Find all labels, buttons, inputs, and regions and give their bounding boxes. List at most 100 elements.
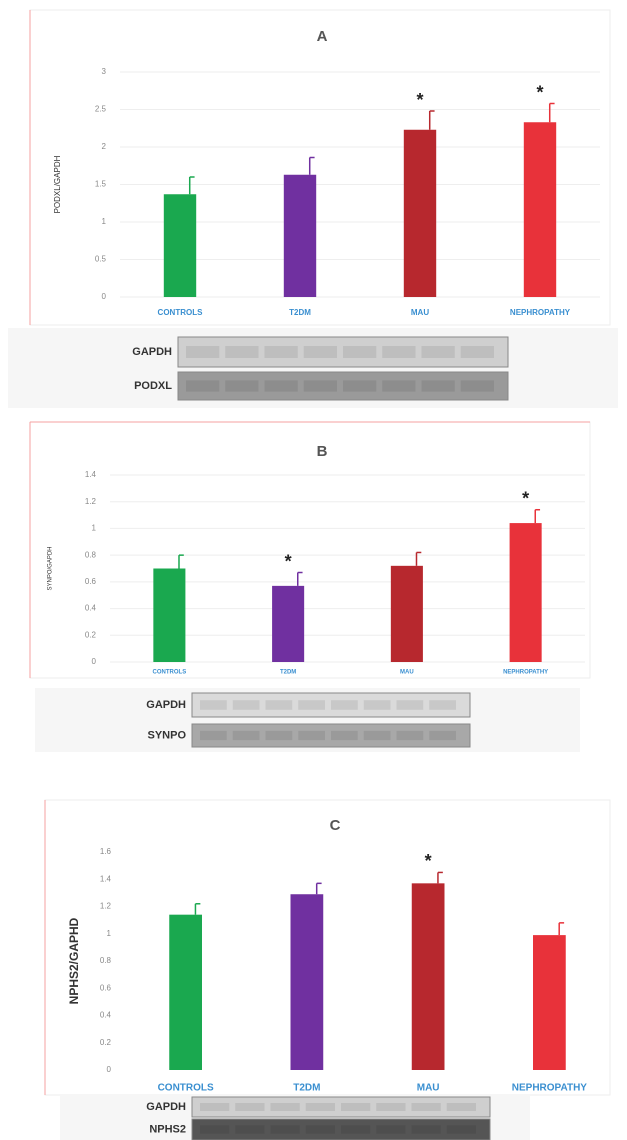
- y-tick-label: 1.2: [100, 902, 112, 911]
- blot-label: GAPDH: [146, 699, 186, 711]
- blot-band: [200, 731, 227, 740]
- significance-mark: *: [285, 551, 292, 571]
- blot-band: [265, 380, 298, 391]
- chart-title: B: [317, 443, 328, 460]
- blot-band: [225, 346, 258, 358]
- blot-band: [186, 380, 219, 391]
- significance-mark: *: [522, 488, 529, 508]
- blot-band: [306, 1125, 335, 1133]
- x-tick-label: MAU: [411, 308, 429, 317]
- significance-mark: *: [416, 90, 423, 110]
- chart-title: A: [317, 28, 328, 45]
- blot-band: [186, 346, 219, 358]
- blot-band: [298, 700, 325, 710]
- blot-band: [304, 346, 337, 358]
- blot-label: NPHS2: [149, 1123, 186, 1135]
- blot-band: [422, 346, 455, 358]
- y-axis-label: NPHS2/GAPHD: [67, 917, 81, 1004]
- blot-band: [447, 1103, 476, 1111]
- blot-label: GAPDH: [146, 1101, 186, 1113]
- blot-band: [397, 700, 424, 710]
- y-tick-label: 0: [102, 292, 107, 301]
- blot-band: [364, 731, 391, 740]
- panel-frame: [30, 422, 590, 678]
- y-tick-label: 2.5: [95, 105, 107, 114]
- y-axis-label: SYNPO/GAPDH: [48, 546, 54, 590]
- y-tick-label: 1: [107, 929, 112, 938]
- y-tick-label: 1: [92, 524, 97, 533]
- x-tick-label: T2DM: [293, 1083, 320, 1094]
- panel-frame: [30, 10, 610, 325]
- bar: [284, 175, 316, 297]
- bar: [291, 894, 324, 1070]
- bar: [169, 915, 202, 1070]
- bar: [404, 130, 436, 297]
- x-tick-label: T2DM: [280, 670, 296, 676]
- blot-band: [461, 346, 494, 358]
- x-tick-label: CONTROLS: [153, 670, 187, 676]
- blot-band: [266, 731, 293, 740]
- y-tick-label: 1.2: [85, 497, 97, 506]
- blot-band: [331, 731, 358, 740]
- blot-band: [233, 700, 260, 710]
- bar: [412, 883, 445, 1070]
- blot-band: [306, 1103, 335, 1111]
- y-tick-label: 0: [92, 657, 97, 666]
- x-tick-label: NEPHROPATHY: [512, 1083, 588, 1094]
- y-tick-label: 0.2: [100, 1038, 112, 1047]
- blot-band: [265, 346, 298, 358]
- blot-band: [235, 1125, 264, 1133]
- x-tick-label: CONTROLS: [158, 308, 204, 317]
- blot-band: [341, 1125, 370, 1133]
- y-tick-label: 0.6: [100, 983, 112, 992]
- blot-band: [343, 346, 376, 358]
- y-tick-label: 0.4: [100, 1011, 112, 1020]
- x-tick-label: MAU: [417, 1083, 440, 1094]
- blot-band: [343, 380, 376, 391]
- significance-mark: *: [536, 82, 543, 102]
- blot-band: [304, 380, 337, 391]
- y-tick-label: 1.5: [95, 180, 107, 189]
- blot-band: [382, 380, 415, 391]
- y-tick-label: 1.6: [100, 847, 112, 856]
- blot-band: [298, 731, 325, 740]
- blot-band: [200, 700, 227, 710]
- y-tick-label: 0.8: [100, 956, 112, 965]
- blot-band: [266, 700, 293, 710]
- bar: [391, 566, 423, 662]
- blot-band: [429, 700, 456, 710]
- blot-band: [341, 1103, 370, 1111]
- bar: [524, 122, 556, 297]
- blot-band: [422, 380, 455, 391]
- blot-band: [271, 1103, 300, 1111]
- blot-band: [271, 1125, 300, 1133]
- panel-frame: [45, 800, 610, 1095]
- y-axis-label: PODXL/GAPDH: [53, 155, 62, 213]
- blot-band: [412, 1125, 441, 1133]
- blot-band: [397, 731, 424, 740]
- y-tick-label: 0.8: [85, 550, 97, 559]
- y-tick-label: 0.6: [85, 577, 97, 586]
- figure: APODXL/GAPDH00.511.522.53CONTROLST2DM*MA…: [0, 0, 627, 1140]
- blot-band: [331, 700, 358, 710]
- y-tick-label: 0.4: [85, 604, 97, 613]
- y-tick-label: 3: [102, 67, 107, 76]
- x-tick-label: NEPHROPATHY: [510, 308, 571, 317]
- blot-band: [364, 700, 391, 710]
- y-tick-label: 0.5: [95, 255, 107, 264]
- bar: [272, 586, 304, 662]
- y-tick-label: 1.4: [85, 470, 97, 479]
- blot-band: [447, 1125, 476, 1133]
- bar: [510, 523, 542, 662]
- bar: [164, 194, 196, 297]
- y-tick-label: 0.2: [85, 630, 97, 639]
- x-tick-label: CONTROLS: [158, 1083, 214, 1094]
- y-tick-label: 1.4: [100, 874, 112, 883]
- blot-band: [235, 1103, 264, 1111]
- bar: [533, 935, 566, 1070]
- blot-label: SYNPO: [147, 729, 186, 741]
- x-tick-label: NEPHROPATHY: [503, 670, 548, 676]
- blot-band: [376, 1103, 405, 1111]
- blot-band: [429, 731, 456, 740]
- y-tick-label: 1: [102, 217, 107, 226]
